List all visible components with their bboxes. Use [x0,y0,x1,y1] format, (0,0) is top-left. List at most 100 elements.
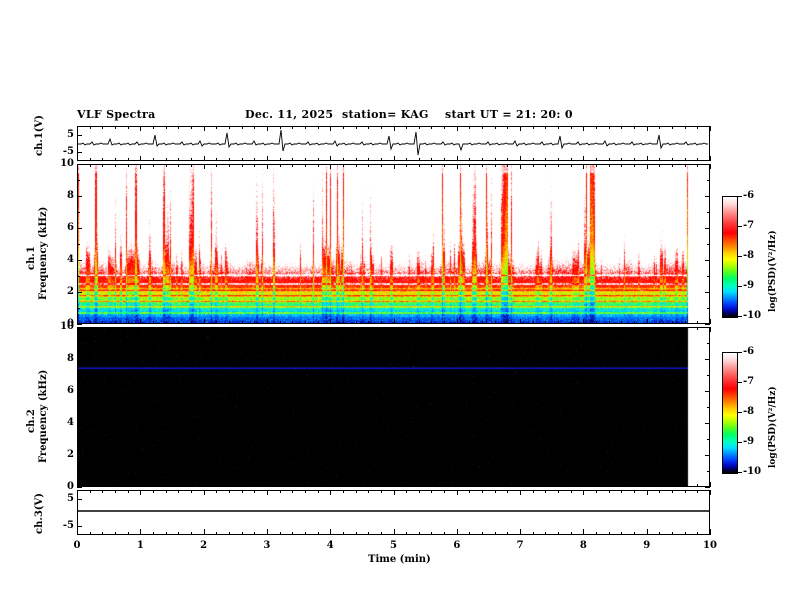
x-minor-tick [356,531,357,535]
x-minor-tick [482,484,483,487]
x-minor-tick [280,490,281,493]
y-major-tick [705,455,710,456]
x-minor-tick [305,126,306,129]
x-minor-tick [685,490,686,493]
x-minor-tick [431,158,432,161]
x-minor-tick [102,490,103,493]
x-minor-tick [254,158,255,161]
x-major-tick [204,126,205,131]
x-minor-tick [444,158,445,161]
x-minor-tick [115,164,116,167]
ch2-spec-ytick-label: 2 [67,449,74,460]
x-minor-tick [469,531,470,535]
x-minor-tick [280,158,281,161]
colorbar-label-ch1: log(PSD)(V²/Hz) [768,230,778,312]
ch2-spec-axis-label-line2: Frequency (kHz) [38,369,49,463]
colorbar-tick-label-ch1: -8 [743,250,755,261]
x-minor-tick [381,484,382,487]
x-minor-tick [356,484,357,487]
ch1-wave-ytick-label: 5 [67,129,74,140]
x-minor-tick [634,164,635,167]
x-minor-tick [558,531,559,535]
y-major-tick [705,260,710,261]
x-minor-tick [545,158,546,161]
y-major-tick [705,487,710,488]
x-minor-tick [469,158,470,161]
y-major-tick [77,487,82,488]
x-minor-tick [178,126,179,129]
x-minor-tick [128,490,129,493]
x-minor-tick [419,531,420,535]
x-minor-tick [292,126,293,129]
x-minor-tick [90,490,91,493]
x-minor-tick [431,490,432,493]
x-minor-tick [419,490,420,493]
x-minor-tick [469,327,470,330]
x-minor-tick [292,158,293,161]
x-minor-tick [381,531,382,535]
y-minor-tick [707,439,710,440]
x-minor-tick [609,126,610,129]
x-tick-label: 4 [326,540,334,551]
x-minor-tick [672,321,673,324]
ch1-wave-ytick [77,152,82,153]
x-minor-tick [596,484,597,487]
x-minor-tick [444,164,445,167]
ch2-spectrogram-panel [77,327,710,487]
x-minor-tick [482,490,483,493]
x-minor-tick [191,490,192,493]
x-minor-tick [533,490,534,493]
ch2-spec-axis-label-line1: ch.2 [26,409,37,433]
x-minor-tick [343,164,344,167]
x-minor-tick [609,158,610,161]
x-minor-tick [545,126,546,129]
y-major-tick [77,228,82,229]
x-major-tick [583,482,584,487]
y-major-tick [705,228,710,229]
ch1-spec-axis-label-line2: Frequency (kHz) [38,206,49,300]
x-minor-tick [153,327,154,330]
x-minor-tick [545,327,546,330]
x-major-tick [204,327,205,332]
x-major-tick [140,164,141,169]
y-minor-tick [77,308,80,309]
x-minor-tick [102,484,103,487]
ch1-wave-ytick-label: -5 [62,146,74,157]
y-major-tick [705,423,710,424]
x-minor-tick [368,321,369,324]
x-minor-tick [596,126,597,129]
x-minor-tick [318,490,319,493]
x-minor-tick [621,164,622,167]
ch2-spec-ytick-label: 10 [60,321,74,332]
x-minor-tick [495,490,496,493]
x-minor-tick [102,164,103,167]
x-major-tick [394,529,395,535]
x-minor-tick [659,484,660,487]
x-minor-tick [102,158,103,161]
x-minor-tick [178,531,179,535]
y-major-tick [705,196,710,197]
x-major-tick [457,156,458,161]
x-minor-tick [697,484,698,487]
ch2-spectrogram-image [78,328,701,486]
x-minor-tick [596,327,597,330]
colorbar-tick-label-ch2: -6 [743,346,755,357]
x-major-tick [520,156,521,161]
x-major-tick [77,529,78,535]
x-minor-tick [216,531,217,535]
x-minor-tick [571,490,572,493]
x-tick-label: 5 [390,540,397,551]
x-minor-tick [507,531,508,535]
x-minor-tick [356,164,357,167]
x-major-tick [647,164,648,169]
colorbar-tick-label-ch2: -8 [743,406,755,417]
ch2-spec-ytick-label: 4 [67,417,74,428]
x-major-tick [647,126,648,131]
x-minor-tick [659,126,660,129]
x-minor-tick [571,164,572,167]
x-minor-tick [495,327,496,330]
x-major-tick [710,482,711,487]
x-minor-tick [507,484,508,487]
x-minor-tick [102,327,103,330]
x-minor-tick [229,531,230,535]
